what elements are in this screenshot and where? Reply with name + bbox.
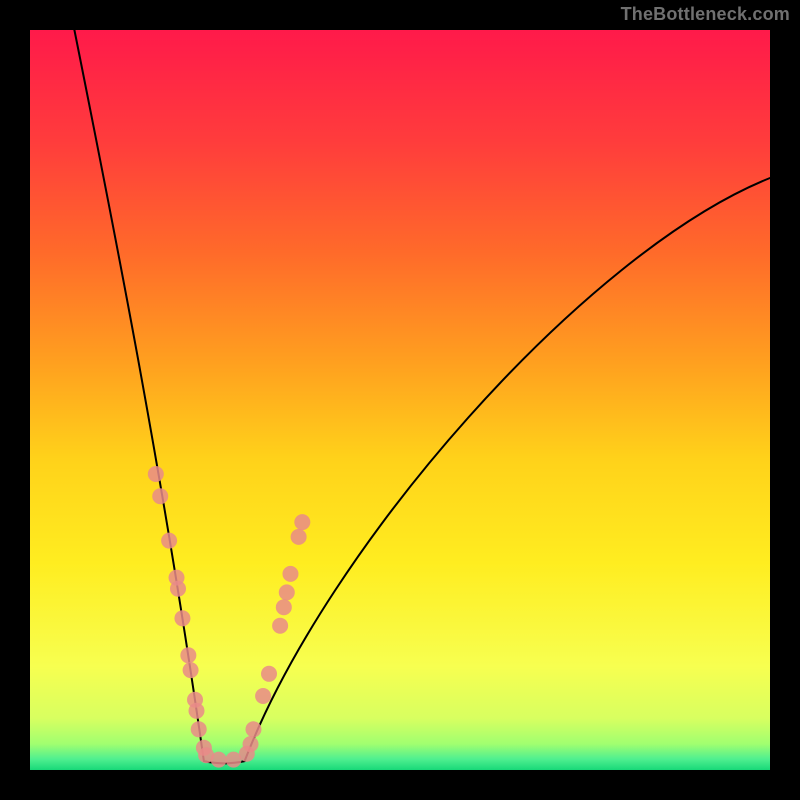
chart-frame: TheBottleneck.com — [0, 0, 800, 800]
scatter-point — [161, 533, 177, 549]
scatter-point — [276, 599, 292, 615]
scatter-point — [211, 752, 227, 768]
scatter-point — [261, 666, 277, 682]
scatter-point — [272, 618, 288, 634]
scatter-point — [183, 662, 199, 678]
scatter-point — [152, 488, 168, 504]
scatter-point — [245, 721, 261, 737]
scatter-point — [243, 736, 259, 752]
bottleneck-chart — [0, 0, 800, 800]
scatter-point — [291, 529, 307, 545]
scatter-point — [282, 566, 298, 582]
scatter-point — [255, 688, 271, 704]
scatter-point — [170, 581, 186, 597]
scatter-point — [180, 647, 196, 663]
plot-area — [30, 30, 770, 770]
watermark-label: TheBottleneck.com — [621, 4, 790, 25]
scatter-point — [294, 514, 310, 530]
plot-background — [30, 30, 770, 770]
scatter-point — [191, 721, 207, 737]
scatter-point — [174, 610, 190, 626]
scatter-point — [189, 703, 205, 719]
scatter-point — [148, 466, 164, 482]
scatter-point — [279, 584, 295, 600]
